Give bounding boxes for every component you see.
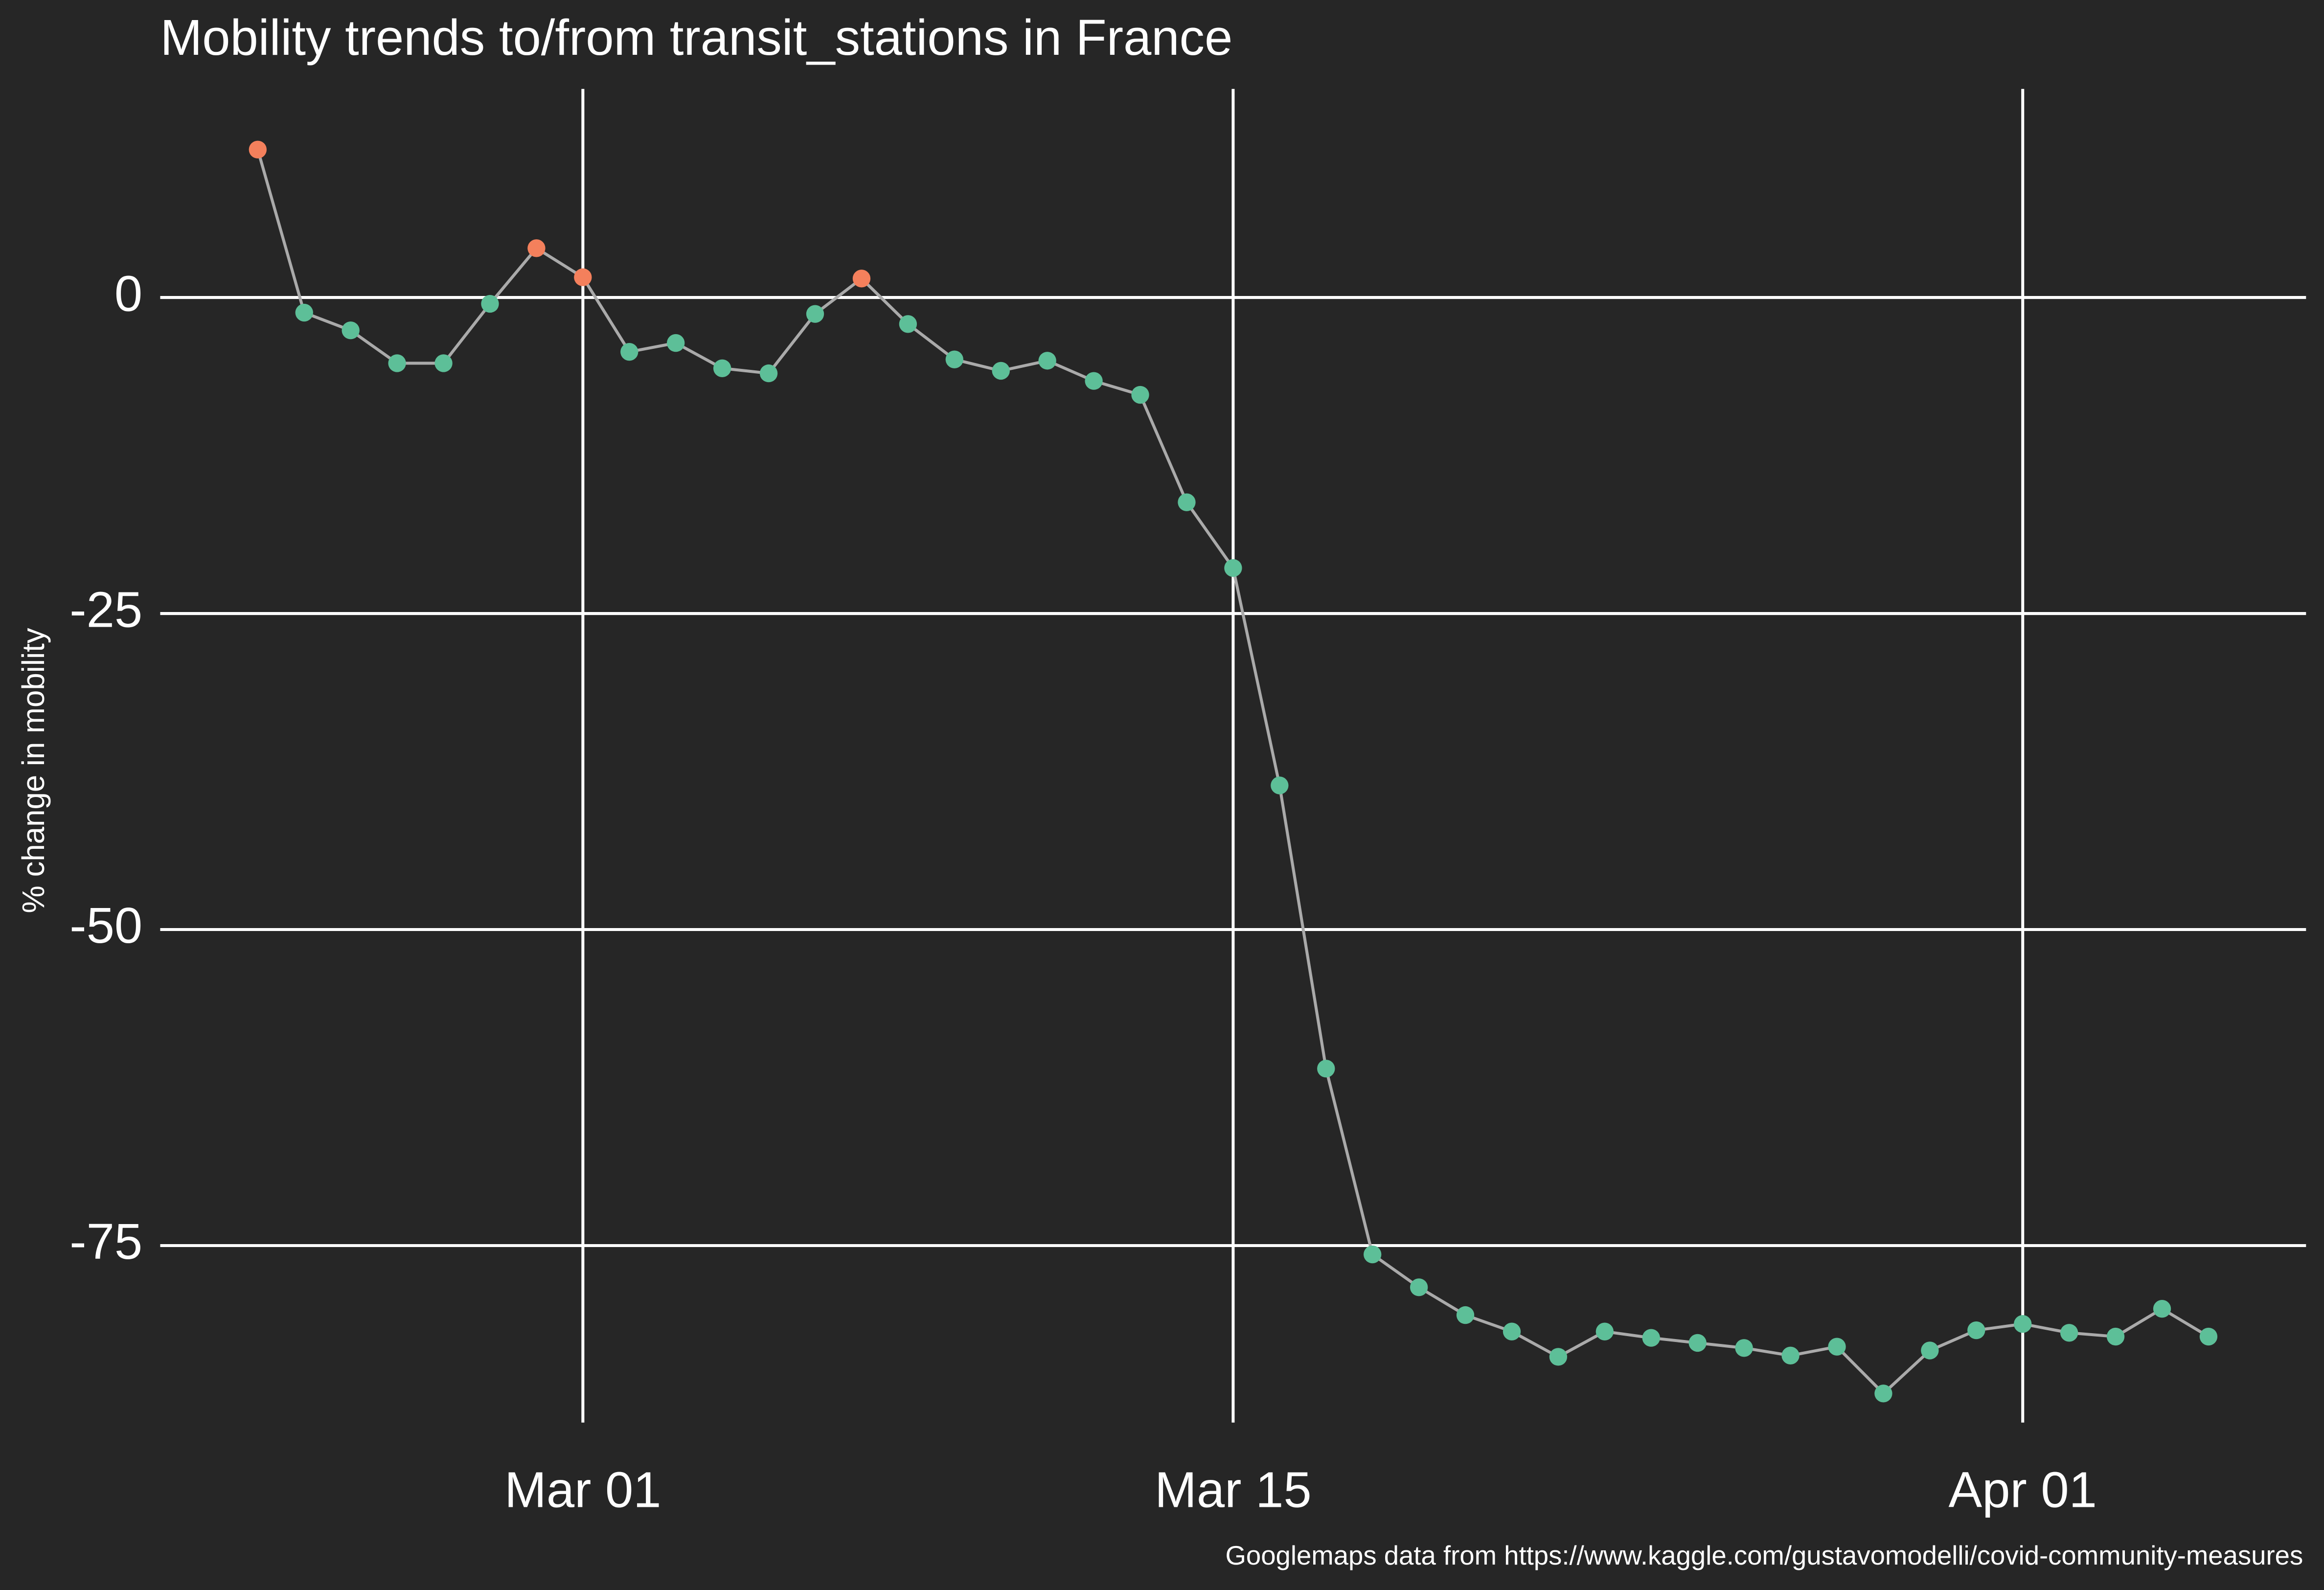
point	[1549, 1348, 1568, 1366]
point	[481, 295, 499, 313]
point	[852, 270, 871, 288]
point	[992, 362, 1010, 380]
point	[342, 321, 360, 340]
point	[2060, 1324, 2078, 1342]
point	[249, 140, 267, 159]
point	[1688, 1334, 1707, 1352]
point	[388, 354, 406, 372]
point	[806, 305, 824, 323]
point	[1874, 1385, 1892, 1403]
point	[295, 303, 313, 322]
y-tick-label: -25	[69, 581, 142, 637]
y-axis-label: % change in mobility	[16, 628, 51, 913]
point	[1364, 1245, 1382, 1264]
point	[1178, 493, 1196, 511]
point	[1503, 1322, 1521, 1340]
point	[1781, 1346, 1800, 1364]
caption: Googlemaps data from https://www.kaggle.…	[1225, 1541, 2303, 1570]
point	[1038, 352, 1056, 370]
point	[1595, 1322, 1614, 1340]
point	[1410, 1278, 1428, 1296]
point	[1131, 386, 1149, 404]
x-tick-label: Mar 01	[504, 1461, 661, 1518]
y-tick-label: -50	[69, 897, 142, 954]
chart-title: Mobility trends to/from transit_stations…	[160, 9, 1232, 66]
point	[1828, 1338, 1846, 1356]
y-tick-label: 0	[114, 265, 142, 321]
point	[713, 359, 731, 377]
point	[1085, 372, 1103, 390]
x-tick-label: Mar 15	[1155, 1461, 1311, 1518]
point	[1317, 1060, 1335, 1078]
point	[1921, 1341, 1939, 1360]
y-tick-label: -75	[69, 1213, 142, 1270]
point	[527, 239, 546, 257]
point	[2153, 1300, 2171, 1318]
point	[667, 334, 685, 352]
x-tick-label: Apr 01	[1949, 1461, 2097, 1518]
point	[1456, 1306, 1475, 1324]
point	[945, 350, 963, 368]
point	[1967, 1321, 1985, 1340]
point	[1224, 559, 1242, 577]
point	[574, 268, 592, 286]
point	[1642, 1329, 1660, 1347]
point	[2106, 1327, 2125, 1346]
point	[434, 354, 453, 372]
point	[620, 343, 638, 361]
point	[899, 315, 917, 333]
point	[2199, 1327, 2218, 1346]
point	[1271, 776, 1289, 795]
point	[2014, 1315, 2032, 1333]
point	[759, 364, 778, 383]
point	[1735, 1339, 1753, 1357]
